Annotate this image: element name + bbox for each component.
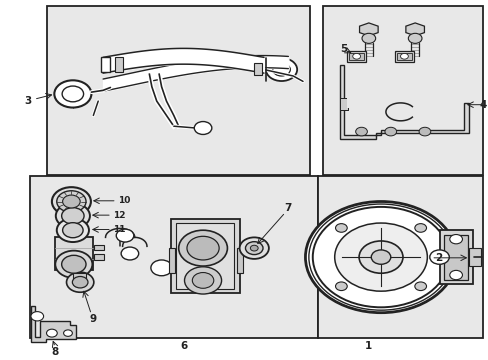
Circle shape [178,230,227,266]
Circle shape [429,250,448,264]
Circle shape [358,241,402,273]
Bar [254,63,262,75]
Bar [346,98,375,108]
Bar [339,98,347,110]
Bar [101,57,110,72]
Bar [444,234,467,280]
Bar [30,176,317,338]
Text: 9: 9 [90,314,97,324]
Text: 8: 8 [52,347,59,357]
Circle shape [72,276,88,288]
Polygon shape [339,65,468,139]
Bar [317,176,483,338]
Bar [94,253,104,260]
Polygon shape [31,306,76,342]
Bar [439,230,472,284]
Bar [171,220,239,293]
Circle shape [308,204,452,310]
Circle shape [335,224,346,232]
Circle shape [384,127,396,136]
Circle shape [52,187,91,216]
Circle shape [418,127,430,136]
Circle shape [449,234,462,244]
Circle shape [184,267,221,294]
Bar [94,244,104,250]
Circle shape [239,237,268,259]
Circle shape [46,329,57,337]
Circle shape [361,33,375,43]
Circle shape [334,223,427,291]
Bar [55,237,93,270]
Text: 6: 6 [180,341,187,351]
Polygon shape [405,23,424,36]
Circle shape [305,202,456,313]
Circle shape [62,195,80,208]
Bar [322,6,483,175]
Circle shape [414,224,426,232]
Bar [339,98,347,110]
Circle shape [61,255,86,273]
Circle shape [335,282,346,291]
Bar [115,57,122,72]
Text: 7: 7 [284,203,291,213]
Circle shape [370,250,390,264]
Text: 10: 10 [118,196,130,205]
Circle shape [63,330,72,336]
Bar [176,223,233,289]
Bar [468,248,480,266]
Circle shape [272,63,290,76]
Bar [394,51,413,62]
Circle shape [449,270,462,280]
Circle shape [186,236,219,260]
Text: 3: 3 [24,96,31,106]
Circle shape [355,127,366,136]
Circle shape [31,312,43,321]
Circle shape [121,247,139,260]
Bar [346,51,366,62]
Text: 4: 4 [479,100,487,110]
Circle shape [250,245,258,251]
Text: 12: 12 [113,211,125,220]
Circle shape [57,191,86,212]
Bar [236,248,242,273]
Circle shape [265,58,297,81]
Bar [348,53,363,60]
Circle shape [151,260,172,276]
Circle shape [194,122,211,134]
Circle shape [57,219,89,242]
Bar [396,53,411,60]
Circle shape [54,80,91,108]
Circle shape [56,203,90,228]
Bar [73,273,86,280]
Circle shape [62,86,83,102]
Text: 5: 5 [339,44,346,54]
Circle shape [62,223,83,238]
Circle shape [192,273,213,288]
Circle shape [116,229,134,242]
Text: 2: 2 [434,253,441,263]
Circle shape [400,53,407,59]
Circle shape [407,33,421,43]
Bar [47,6,310,175]
Bar [168,248,175,273]
Circle shape [352,53,360,59]
Text: 11: 11 [113,225,125,234]
Circle shape [61,208,84,224]
Circle shape [55,251,92,278]
Circle shape [245,242,263,255]
Polygon shape [359,23,377,36]
Circle shape [414,282,426,291]
Circle shape [312,207,448,307]
Circle shape [66,272,94,292]
Text: 1: 1 [365,341,372,351]
